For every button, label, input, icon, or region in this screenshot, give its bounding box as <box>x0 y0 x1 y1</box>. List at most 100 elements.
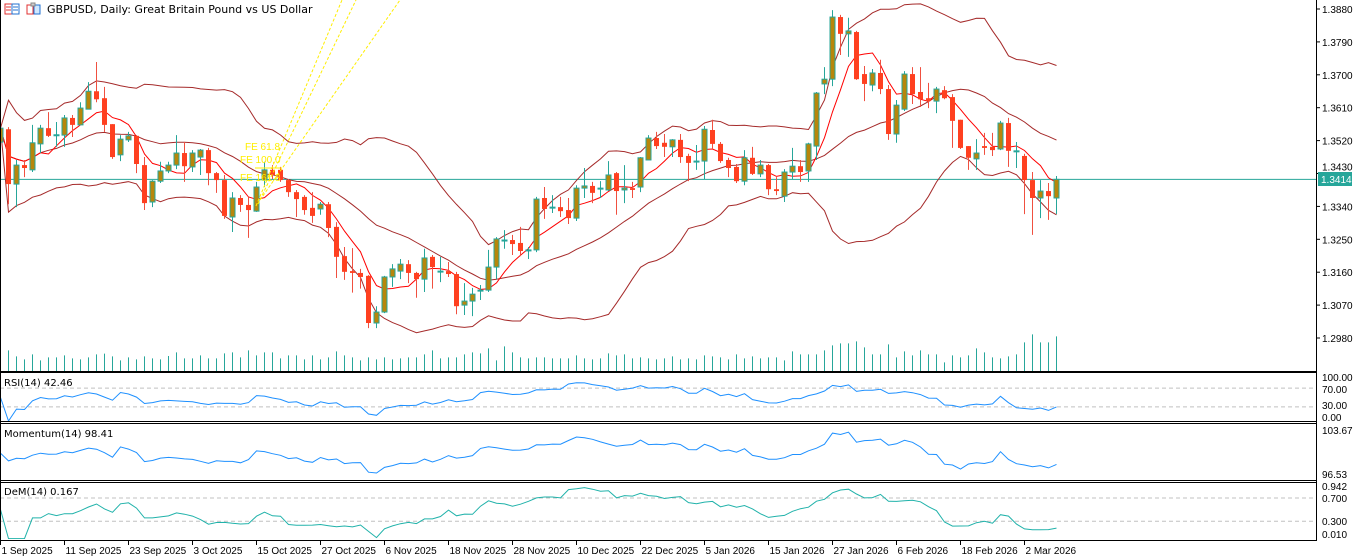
candle <box>597 181 604 198</box>
candle-body <box>669 139 676 148</box>
candle-body <box>637 157 644 188</box>
candle-body <box>678 139 683 158</box>
candle <box>302 195 307 215</box>
candle <box>85 82 92 110</box>
candle <box>414 271 419 298</box>
candle <box>774 177 779 196</box>
candle-body <box>70 117 75 125</box>
current-price-value: 1.3414 <box>1321 175 1352 186</box>
dem-panel[interactable] <box>0 487 1316 539</box>
symbol-properties-icon[interactable] <box>26 2 41 15</box>
candle <box>6 127 11 205</box>
candle <box>950 94 955 148</box>
candle <box>549 195 556 213</box>
candle <box>437 256 444 283</box>
candle <box>838 14 843 56</box>
candle-body <box>781 171 788 197</box>
candle-body <box>182 153 187 167</box>
candle <box>294 189 299 218</box>
candle <box>686 153 691 182</box>
candle <box>918 67 923 107</box>
rsi-axis-label: 0.00 <box>1322 413 1342 424</box>
candle <box>334 222 339 279</box>
candle <box>461 283 468 315</box>
candle <box>813 91 820 160</box>
candle <box>173 135 180 170</box>
candle <box>781 169 788 203</box>
fibo-label: FE 161.8 <box>240 173 281 184</box>
candle-body <box>389 268 396 278</box>
candle <box>430 255 435 289</box>
rsi-axis-label: 70.00 <box>1322 385 1347 396</box>
candle <box>990 132 995 156</box>
fibo-ray <box>259 0 401 201</box>
candle <box>358 268 363 289</box>
dem-axis-label: 0.942 <box>1322 482 1347 493</box>
candle-body <box>910 74 915 95</box>
candle <box>22 159 27 178</box>
candle-body <box>53 134 60 137</box>
candle-body <box>46 128 51 136</box>
candle <box>53 121 60 147</box>
candle <box>222 174 227 219</box>
candle-body <box>206 150 211 174</box>
candle <box>157 161 164 184</box>
candle-body <box>358 272 363 277</box>
price-axis[interactable]: 1.3880 1.3790 1.3700 1.3610 1.3520 1.3430 1.33… <box>1316 5 1353 345</box>
candle-body <box>829 16 836 80</box>
candle-body <box>821 78 828 85</box>
price-tick-label: 1.3340 <box>1322 202 1353 213</box>
rsi-axis: 100.00 70.00 30.00 0.00 <box>1322 373 1353 424</box>
rsi-line <box>0 382 1057 421</box>
candle-body <box>862 74 867 84</box>
candle-body <box>142 165 147 204</box>
price-tick-label: 1.3610 <box>1322 104 1353 115</box>
candle <box>446 261 451 277</box>
candle <box>1053 176 1060 215</box>
candle <box>525 246 532 260</box>
candle-body <box>446 271 451 275</box>
candle-body <box>718 143 723 162</box>
candle <box>421 248 428 292</box>
momentum-panel[interactable] <box>0 431 1057 474</box>
candle-body <box>149 180 156 203</box>
candle-body <box>982 146 987 148</box>
candle <box>1013 142 1020 169</box>
candle-body <box>270 169 275 175</box>
current-price-marker: 1.3414 <box>1318 172 1352 186</box>
chart-list-icon[interactable] <box>4 3 20 15</box>
rsi-panel[interactable] <box>0 382 1316 421</box>
candle <box>926 82 931 109</box>
candle <box>261 161 268 188</box>
price-panel[interactable] <box>0 3 1316 371</box>
candle <box>798 159 803 182</box>
candle-body <box>430 256 435 268</box>
candle-body <box>869 72 876 86</box>
date-tick-label: 5 Jan 2026 <box>706 546 756 557</box>
fibo-expansion[interactable]: FE 61.8 FE 100.0 FE 161.8 <box>240 0 401 207</box>
candle-body <box>518 242 523 251</box>
candle <box>214 172 219 193</box>
current-price-box <box>1318 172 1352 186</box>
candle <box>710 119 715 150</box>
candle <box>966 146 971 170</box>
time-axis[interactable]: 1 Sep 2025 11 Sep 2025 23 Sep 2025 3 Oct 20… <box>0 541 1077 557</box>
candle-body <box>406 264 411 273</box>
candle <box>933 86 940 114</box>
candle-body <box>397 263 404 272</box>
candle-body <box>710 129 715 144</box>
candle-body <box>94 91 99 100</box>
candle <box>678 134 683 163</box>
candle-body <box>373 311 380 324</box>
candle <box>406 260 411 284</box>
candle-body <box>597 187 604 190</box>
candle-body <box>581 185 588 189</box>
candle-body <box>573 187 580 219</box>
candle <box>614 172 619 215</box>
date-tick-label: 18 Nov 2025 <box>450 546 507 557</box>
candle <box>766 163 771 196</box>
candle <box>110 124 115 159</box>
candle-body <box>614 173 619 192</box>
date-tick-label: 1 Sep 2025 <box>2 546 54 557</box>
